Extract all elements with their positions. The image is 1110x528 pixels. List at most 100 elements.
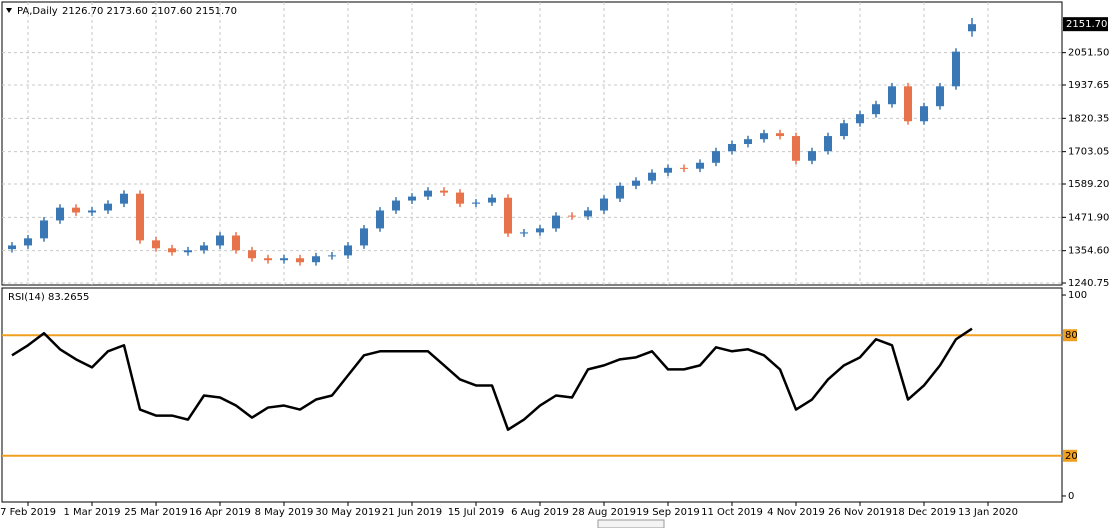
y-tick-label: 1240.75 xyxy=(1068,278,1109,289)
level-box xyxy=(1063,329,1077,342)
x-tick-label: 18 Dec 2019 xyxy=(892,507,956,518)
y-tick-label: 1820.35 xyxy=(1068,113,1109,124)
candle-body xyxy=(808,151,816,161)
x-tick-label: 15 Jul 2019 xyxy=(448,507,505,518)
candle-body xyxy=(600,198,608,211)
x-tick-label: 1 Mar 2019 xyxy=(63,507,120,518)
x-tick-label: 7 Feb 2019 xyxy=(0,507,56,518)
candle-body xyxy=(72,207,80,213)
candle-body xyxy=(440,190,448,193)
candle-body xyxy=(152,240,160,249)
ohlc-label: 2126.70 2173.60 2107.60 2151.70 xyxy=(62,6,237,17)
x-tick-label: 8 May 2019 xyxy=(255,507,314,518)
x-tick-label: 11 Oct 2019 xyxy=(701,507,763,518)
level-box xyxy=(1063,449,1077,462)
candle-body xyxy=(712,151,720,163)
candle-body xyxy=(24,238,32,246)
candle-body xyxy=(888,86,896,105)
candle-body xyxy=(408,196,416,201)
rsi-line xyxy=(11,327,973,431)
x-tick-label: 16 Apr 2019 xyxy=(189,507,251,518)
candle-body xyxy=(968,24,976,32)
candle-body xyxy=(744,139,752,144)
y-tick-label: 1471.90 xyxy=(1068,212,1109,223)
candle-body xyxy=(168,248,176,253)
candle-body xyxy=(696,162,704,169)
candle-body xyxy=(312,256,320,263)
candle-body xyxy=(264,258,272,261)
candle-body xyxy=(472,202,480,204)
x-tick-label: 30 May 2019 xyxy=(315,507,380,518)
candle-body xyxy=(216,235,224,246)
x-tick-label: 21 Jun 2019 xyxy=(382,507,442,518)
candle-body xyxy=(232,235,240,251)
candle-body xyxy=(872,104,880,115)
current-price-label: 2151.70 xyxy=(1066,19,1107,30)
candle-body xyxy=(856,114,864,124)
candle-body xyxy=(536,228,544,233)
rsi-pane xyxy=(1,287,1063,503)
candle-body xyxy=(456,192,464,204)
candle-body xyxy=(88,210,96,213)
candle-body xyxy=(56,207,64,221)
candle-body xyxy=(504,197,512,234)
candle-body xyxy=(904,86,912,122)
y-tick-label: 0 xyxy=(1068,491,1074,502)
level-label: 20 xyxy=(1065,451,1078,462)
y-tick-label: 2051.50 xyxy=(1068,48,1109,59)
candle-body xyxy=(920,106,928,122)
symbol-label: PA,Daily xyxy=(17,6,58,17)
price-pane xyxy=(1,1,1063,286)
x-tick-label: 19 Sep 2019 xyxy=(636,507,699,518)
candle-body xyxy=(360,228,368,246)
candle-body xyxy=(344,245,352,256)
candle-body xyxy=(952,51,960,87)
candle-body xyxy=(376,210,384,229)
x-tick-label: 28 Aug 2019 xyxy=(572,507,636,518)
candle-body xyxy=(40,220,48,239)
candle-body xyxy=(248,250,256,259)
x-tick-label: 6 Aug 2019 xyxy=(511,507,569,518)
candle-body xyxy=(488,197,496,203)
candle-body xyxy=(568,215,576,217)
candle-body xyxy=(648,172,656,181)
candle-body xyxy=(760,133,768,140)
current-price-box xyxy=(1063,17,1108,32)
candle-body xyxy=(520,232,528,234)
candle-body xyxy=(792,136,800,161)
x-tick-label: 25 Mar 2019 xyxy=(124,507,187,518)
candle-body xyxy=(616,185,624,199)
x-tick-label: 26 Nov 2019 xyxy=(828,507,892,518)
y-tick-label: 100 xyxy=(1068,290,1087,301)
candle-body xyxy=(280,258,288,261)
candle-body xyxy=(184,250,192,253)
rsi-label: RSI(14) 83.2655 xyxy=(8,292,89,303)
level-label: 80 xyxy=(1065,330,1078,341)
candle-body xyxy=(664,167,672,173)
candle-body xyxy=(728,143,736,152)
scroll-tab[interactable] xyxy=(597,519,665,528)
candle-body xyxy=(840,123,848,137)
candle-body xyxy=(552,215,560,229)
candle-body xyxy=(104,203,112,211)
candle-body xyxy=(136,193,144,241)
candle-body xyxy=(328,255,336,257)
candle-body xyxy=(824,136,832,152)
x-tick-label: 13 Jan 2020 xyxy=(958,507,1018,518)
menu-triangle[interactable] xyxy=(6,8,12,13)
candle-body xyxy=(936,86,944,107)
candle-body xyxy=(584,210,592,217)
candle-body xyxy=(680,167,688,169)
y-tick-label: 1937.65 xyxy=(1068,80,1109,91)
candle-body xyxy=(296,258,304,263)
y-tick-label: 1354.60 xyxy=(1068,246,1109,257)
candle-body xyxy=(776,133,784,137)
y-tick-label: 1589.20 xyxy=(1068,179,1109,190)
candle-body xyxy=(200,245,208,251)
candle-body xyxy=(632,180,640,186)
candle-body xyxy=(120,193,128,204)
x-tick-label: 4 Nov 2019 xyxy=(767,507,825,518)
candle-body xyxy=(392,200,400,211)
